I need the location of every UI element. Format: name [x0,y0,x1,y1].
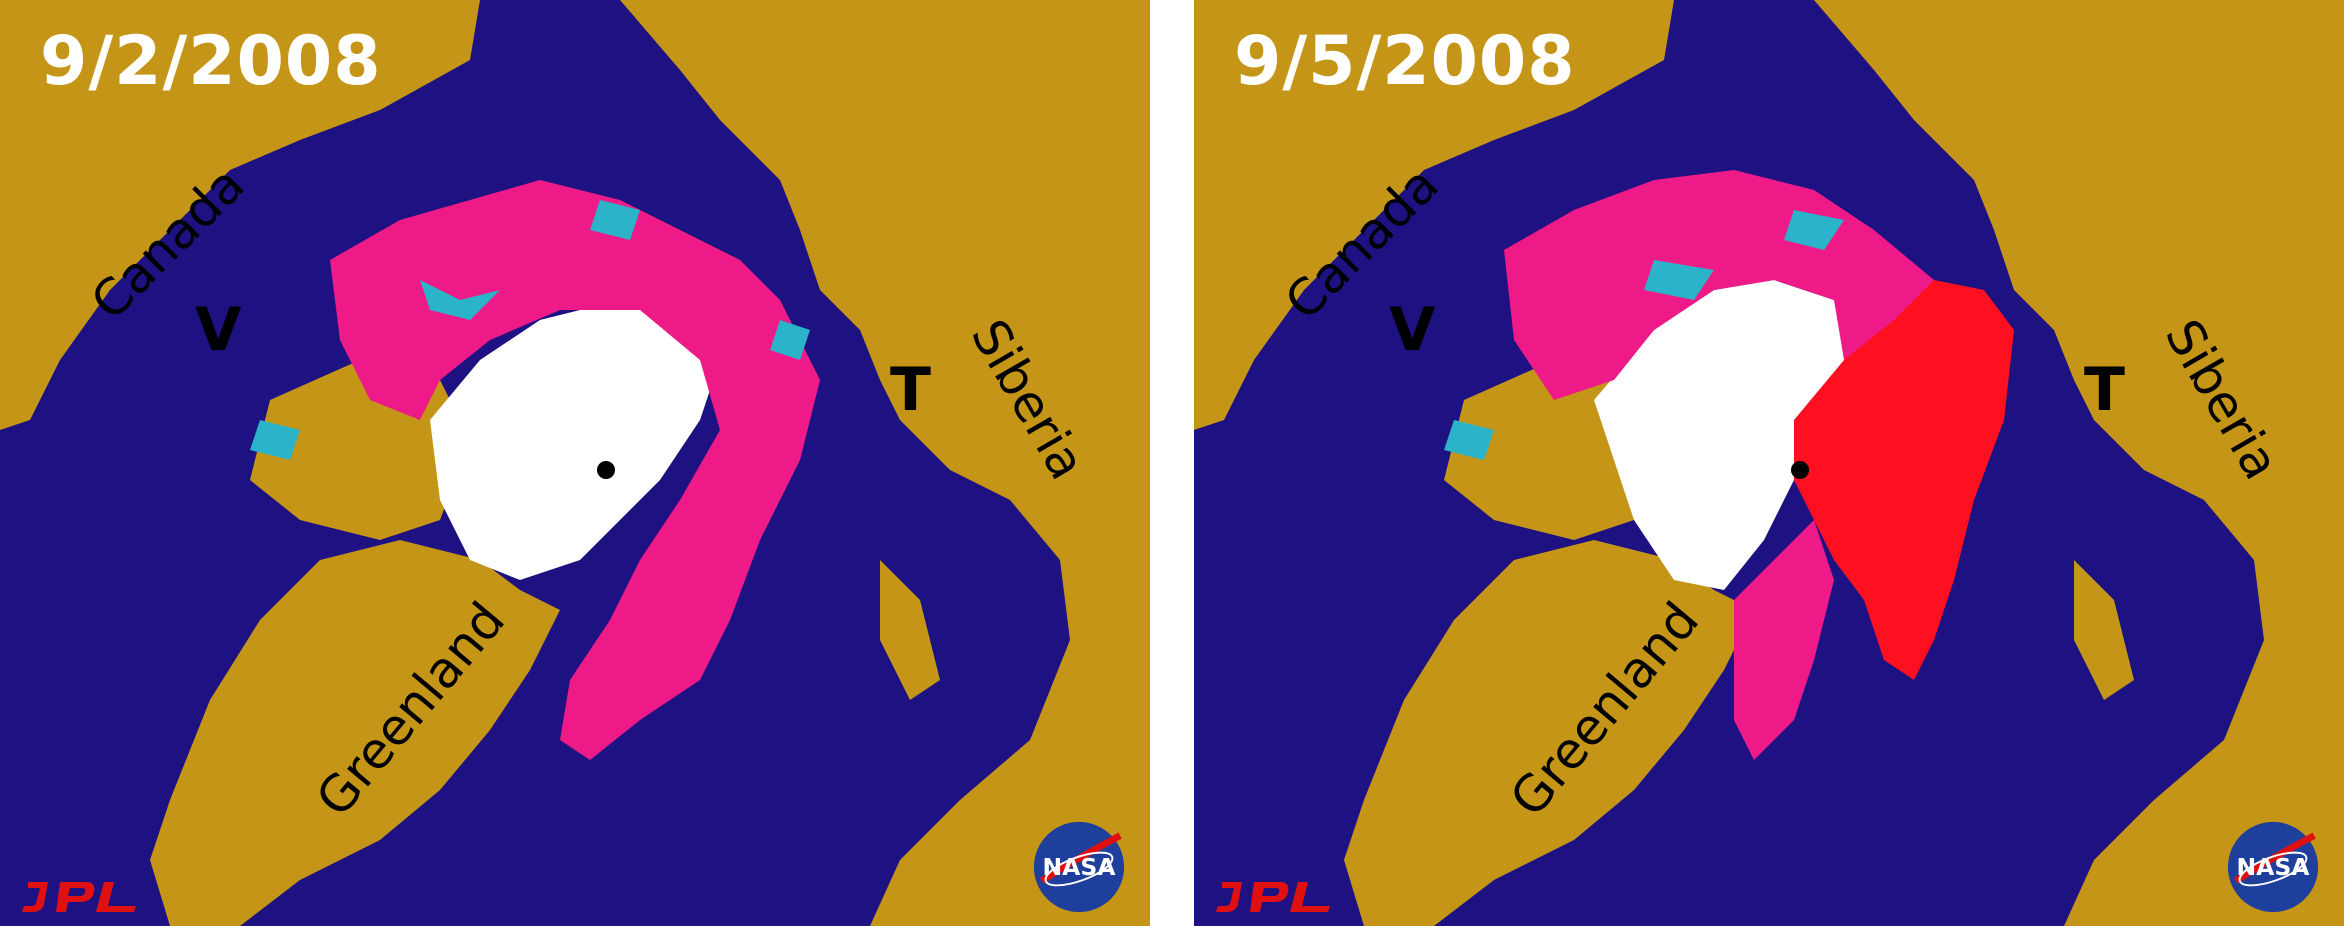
sea-ice-map [1194,0,2344,926]
marker-t: T [890,355,931,425]
nasa-logo: NASA [2227,821,2319,913]
jpl-logo [22,882,136,912]
mixed-ice-edge [1444,420,1494,460]
jpl-logo [1216,882,1330,912]
marker-v: V [195,295,242,365]
mixed-ice-edge [1784,210,1844,250]
siberia-landmass [1814,0,2344,926]
svg-text:NASA: NASA [1042,853,1116,881]
mixed-ice-edge [1644,260,1714,300]
date-label: 9/2/2008 [40,22,382,101]
marker-t: T [2084,355,2125,425]
north-pole-dot [1791,461,1809,479]
seasonal-ice [1504,170,1934,760]
mixed-ice-edge [770,320,810,360]
sea-ice-map [0,0,1150,926]
perennial-ice [1594,280,1854,590]
mixed-ice-edge [590,200,640,240]
svg-text:NASA: NASA [2236,853,2310,881]
siberia-landmass [620,0,1150,926]
marker-v: V [1389,295,1436,365]
greenland-landmass [1344,540,1754,926]
svalbard-island [2074,560,2134,700]
date-label: 9/5/2008 [1234,22,1576,101]
seasonal-ice [330,180,820,760]
nasa-logo: NASA [1033,821,1125,913]
canada-landmass [0,0,480,430]
mixed-ice-edge [420,280,500,320]
perennial-ice [430,300,720,580]
map-panel-2: 9/5/2008 Canada Siberia Greenland V T NA… [1194,0,2344,926]
canada-landmass [1194,0,1674,430]
mixed-ice-edge [250,420,300,460]
north-pole-dot [597,461,615,479]
map-panel-1: 9/2/2008 Canada Siberia Greenland V T NA… [0,0,1150,926]
new-ice-region [1794,280,2014,680]
svalbard-island [880,560,940,700]
greenland-landmass [150,540,560,926]
